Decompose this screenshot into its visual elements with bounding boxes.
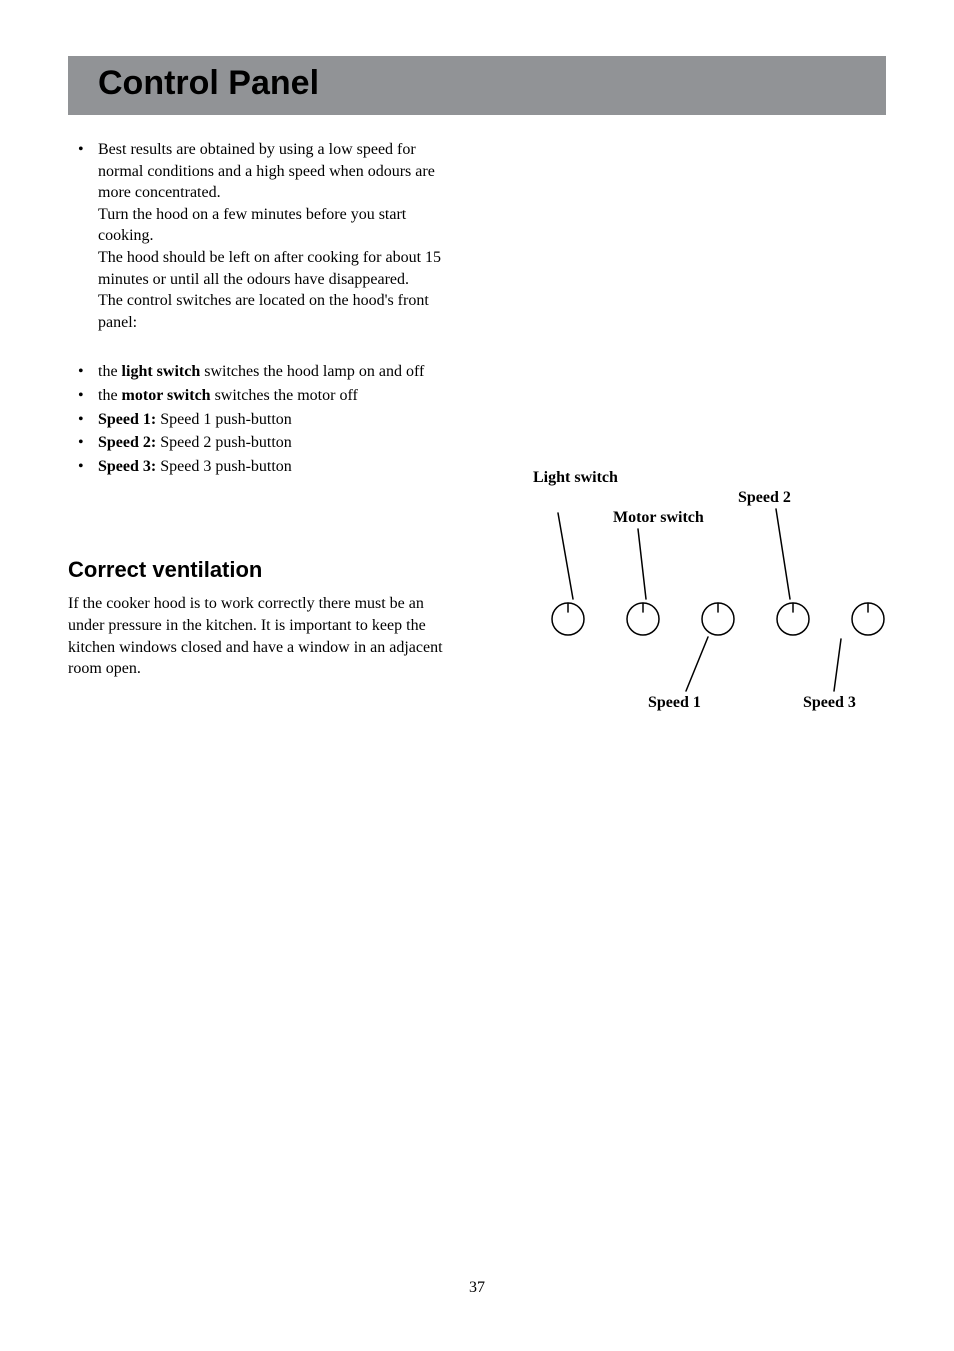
page: Control Panel Best results are obtained … (0, 0, 954, 1351)
intro-p3: The hood should be left on after cooking… (98, 247, 458, 290)
left-column: Best results are obtained by using a low… (68, 139, 458, 680)
ventilation-block: If the cooker hood is to work correctly … (68, 593, 458, 679)
two-column-layout: Best results are obtained by using a low… (68, 139, 886, 680)
section-header-bar: Control Panel (68, 56, 886, 115)
item-motor-switch: the motor switch switches the motor off (68, 385, 458, 407)
intro-p2: Turn the hood on a few minutes before yo… (98, 204, 458, 247)
control-panel-diagram: Light switch Motor switch Speed 2 Speed … (528, 469, 928, 729)
right-column: Light switch Motor switch Speed 2 Speed … (498, 139, 886, 680)
switch-list: the light switch switches the hood lamp … (68, 361, 458, 477)
item-light-switch: the light switch switches the hood lamp … (68, 361, 458, 383)
item-text-post: switches the hood lamp on and off (200, 363, 424, 380)
intro-p4: The control switches are located on the … (98, 290, 458, 333)
item-speed-1: Speed 1: Speed 1 push-button (68, 409, 458, 431)
intro-p1: Best results are obtained by using a low… (98, 139, 458, 204)
item-text-bold: light switch (122, 363, 201, 380)
item-text-post: Speed 2 push-button (156, 434, 292, 451)
diagram-svg (528, 469, 928, 729)
item-text-pre: the (98, 363, 122, 380)
item-text-pre: the (98, 387, 122, 404)
item-text-bold: motor switch (122, 387, 211, 404)
page-number: 37 (0, 1279, 954, 1297)
item-text-post: Speed 3 push-button (156, 458, 292, 475)
item-text-bold: Speed 3: (98, 458, 156, 475)
section-title: Control Panel (98, 64, 856, 103)
item-text-bold: Speed 1: (98, 411, 156, 428)
item-speed-3: Speed 3: Speed 3 push-button (68, 456, 458, 478)
item-speed-2: Speed 2: Speed 2 push-button (68, 432, 458, 454)
item-text-bold: Speed 2: (98, 434, 156, 451)
item-text-post: Speed 1 push-button (156, 411, 292, 428)
ventilation-heading: Correct ventilation (68, 557, 458, 583)
ventilation-body: If the cooker hood is to work correctly … (68, 593, 458, 679)
item-text-post: switches the motor off (211, 387, 358, 404)
intro-list: Best results are obtained by using a low… (68, 139, 458, 333)
intro-bullet: Best results are obtained by using a low… (68, 139, 458, 333)
